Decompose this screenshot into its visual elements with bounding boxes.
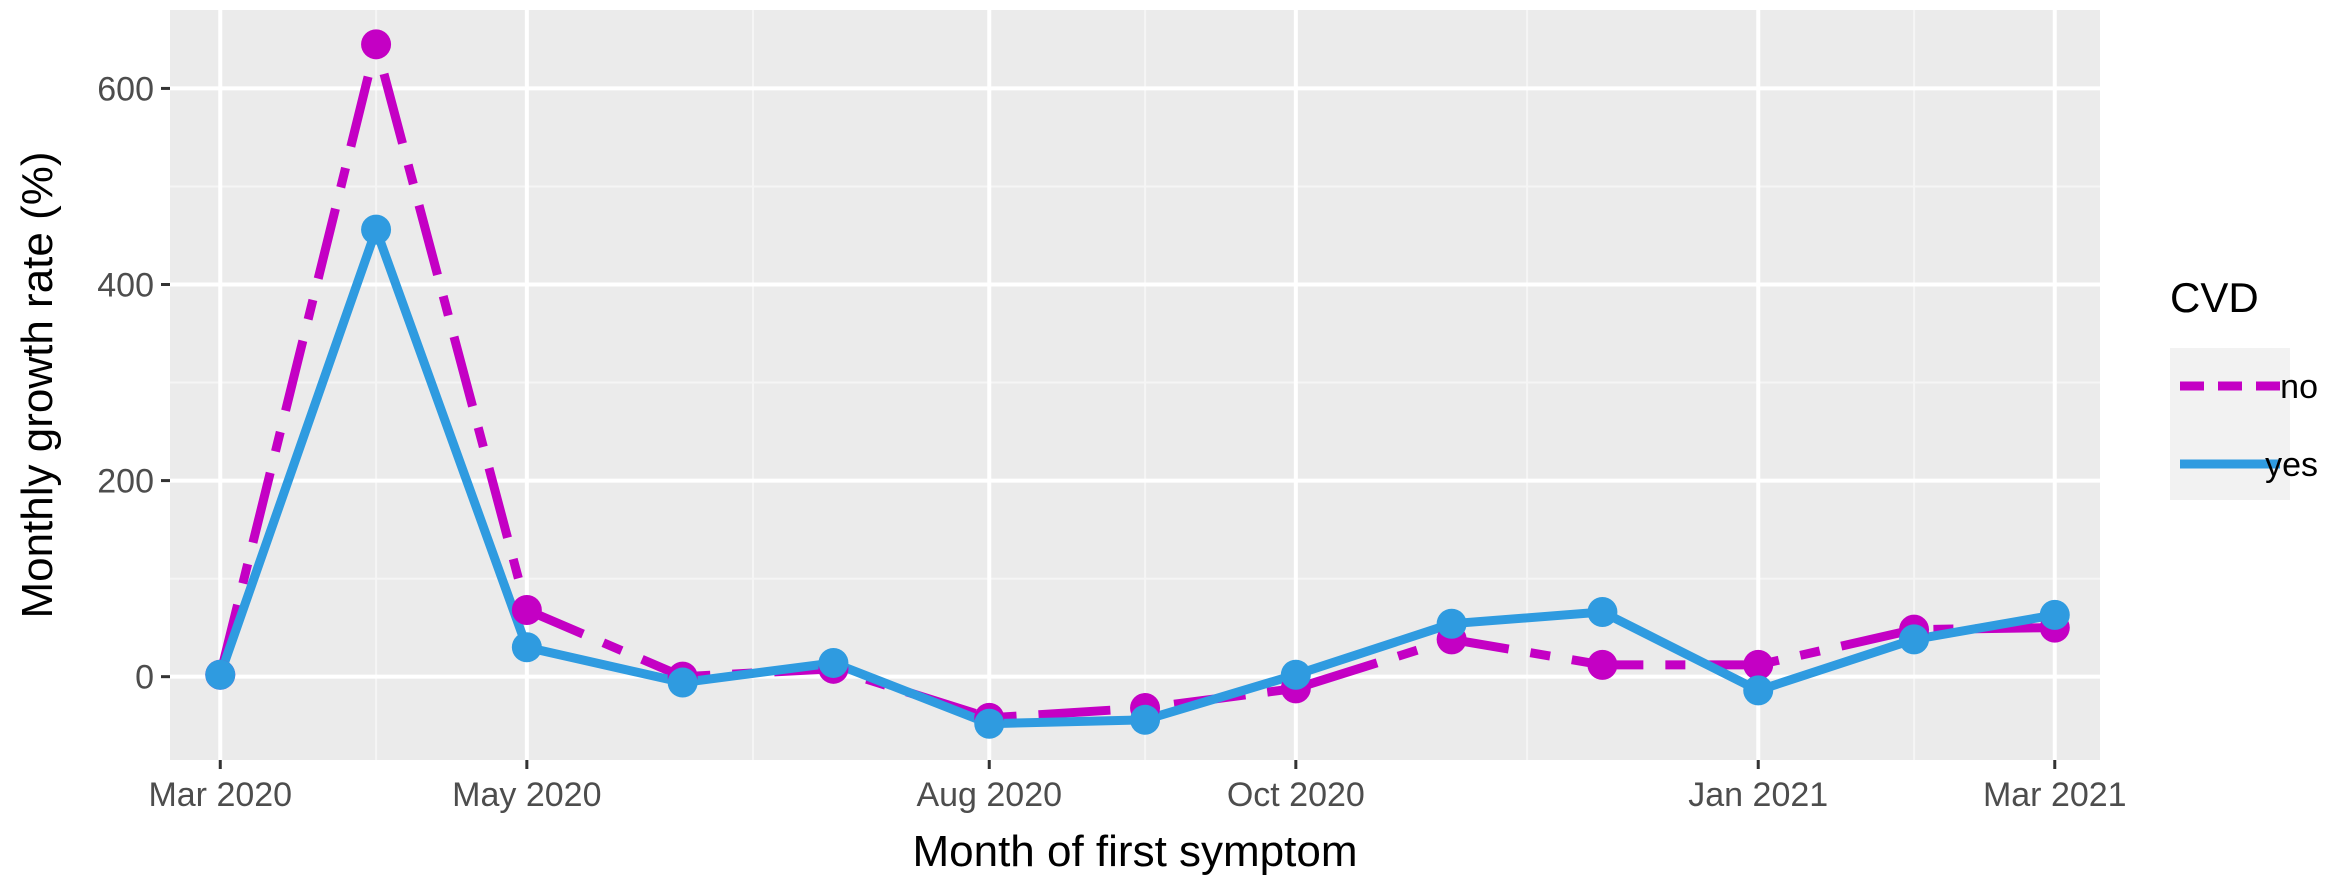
data-point-no (1587, 649, 1618, 680)
series-points (205, 29, 2070, 739)
data-point-yes (818, 647, 849, 678)
y-tick-label: 400 (97, 267, 154, 305)
data-point-no (1743, 649, 1774, 680)
data-point-yes (1436, 608, 1467, 639)
legend-key-background (2170, 348, 2290, 500)
y-tick-label: 200 (97, 463, 154, 501)
x-tick-label: Mar 2020 (148, 776, 292, 814)
x-tick-label: Jan 2021 (1688, 776, 1828, 814)
x-tick-label: Oct 2020 (1227, 776, 1365, 814)
y-tick-label: 0 (135, 659, 154, 697)
data-point-yes (2039, 599, 2070, 630)
x-axis-title: Month of first symptom (912, 827, 1357, 876)
y-axis-title: Monthly growth rate (%) (13, 151, 62, 618)
data-point-yes (1130, 704, 1161, 735)
legend-label-no: no (2280, 368, 2318, 406)
data-point-yes (1587, 596, 1618, 627)
data-point-yes (1743, 675, 1774, 706)
data-point-yes (511, 632, 542, 663)
data-point-no (361, 29, 392, 60)
y-tick-label: 600 (97, 70, 154, 108)
axes: 0 200 400 600 Mar 2020 May 2020 Aug 2020 Oct 20… (97, 70, 2126, 814)
data-point-yes (205, 659, 236, 690)
data-point-yes (1280, 659, 1311, 690)
data-point-yes (1899, 624, 1930, 655)
data-point-yes (667, 667, 698, 698)
data-point-no (511, 595, 542, 625)
x-tick-label: Mar 2021 (1983, 776, 2127, 814)
plot-panel (170, 10, 2100, 760)
legend: CVD no yes (2170, 274, 2318, 500)
data-point-yes (361, 214, 392, 245)
x-tick-label: May 2020 (452, 776, 601, 814)
legend-label-yes: yes (2265, 446, 2318, 484)
legend-title: CVD (2170, 274, 2259, 321)
x-tick-label: Aug 2020 (916, 776, 1062, 814)
data-point-yes (974, 708, 1005, 739)
